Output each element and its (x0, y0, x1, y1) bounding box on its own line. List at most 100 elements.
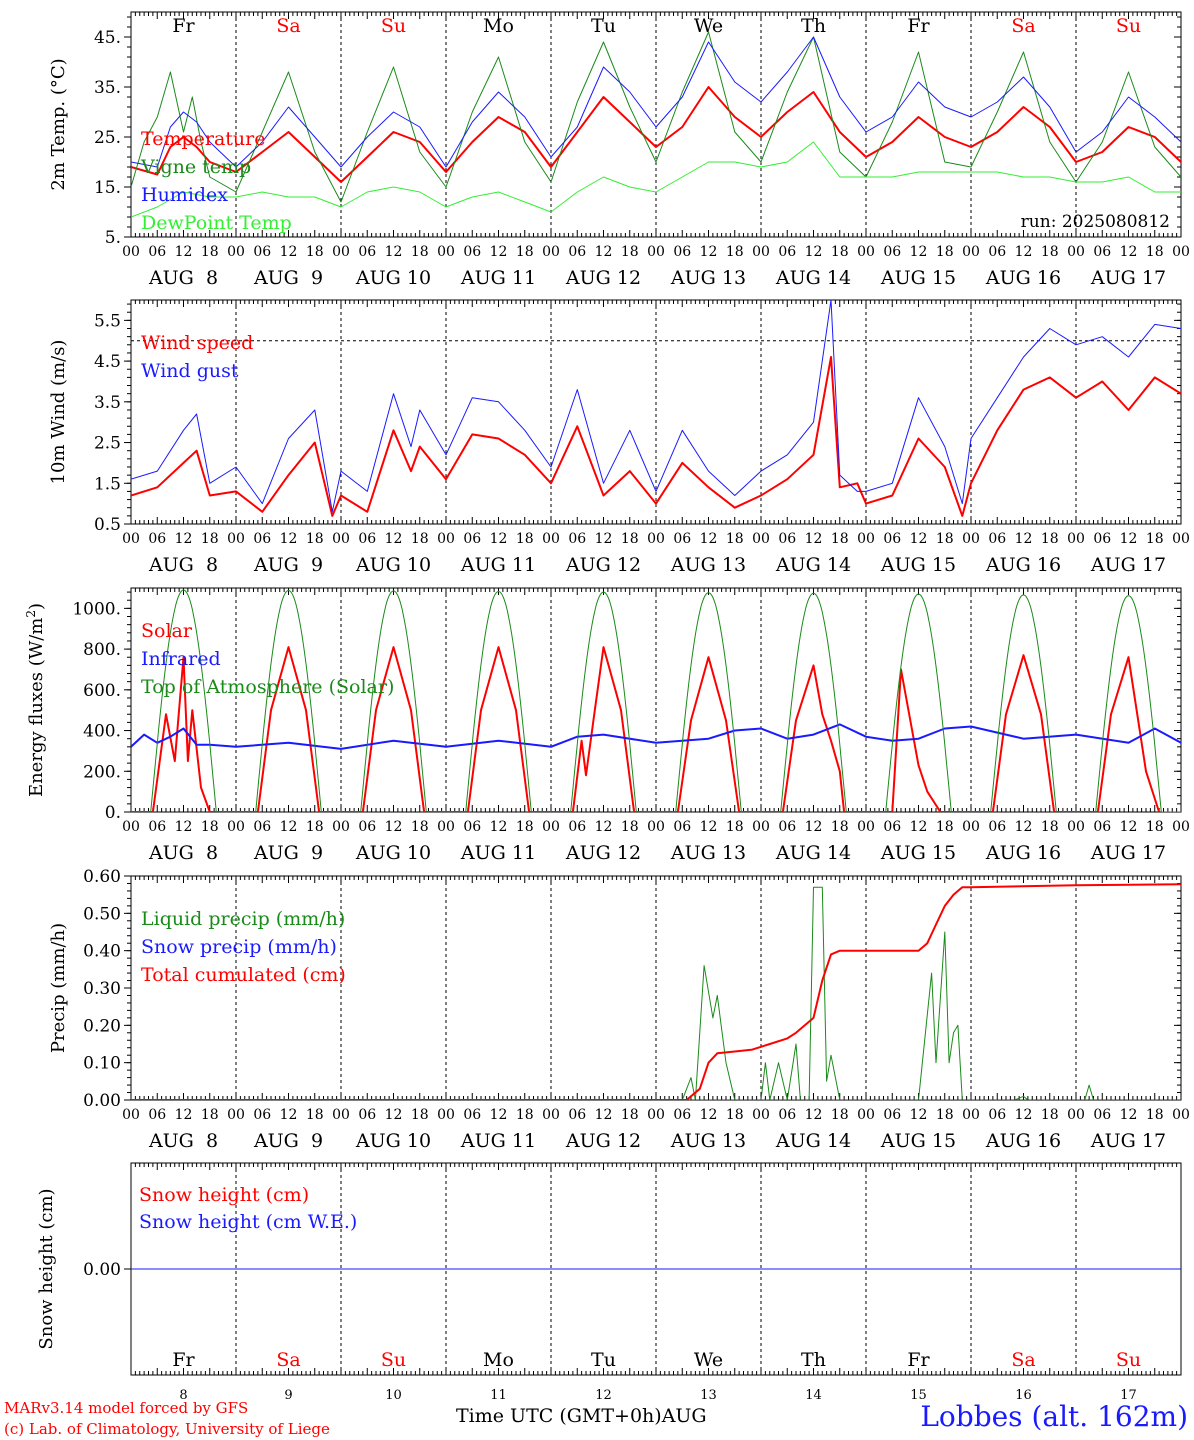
hour-tick-label: 06 (253, 244, 271, 260)
plot-frame (130, 587, 1182, 813)
series-line-temperature (131, 86, 1181, 183)
hour-tick-label: 06 (988, 1107, 1006, 1123)
y-tick-label: 2.5 (94, 434, 121, 454)
day-label: AUG 9 (253, 554, 323, 576)
y-tick-label: 0.10 (83, 1054, 121, 1074)
hour-tick-label: 00 (647, 1107, 665, 1123)
hour-tick-label: 18 (936, 1107, 954, 1123)
day-number-label: 9 (284, 1388, 292, 1403)
hour-tick-label: 18 (621, 244, 639, 260)
y-tick-label: 0.50 (83, 904, 121, 924)
hour-tick-label: 06 (988, 244, 1006, 260)
day-label: AUG 9 (253, 267, 323, 289)
hour-tick-label: 00 (122, 244, 140, 260)
y-tick-label: 0.40 (83, 942, 121, 962)
y-tick-label: 3.5 (94, 393, 121, 413)
hour-tick-label: 00 (332, 1107, 350, 1123)
location-title: Lobbes (alt. 162m) (920, 1400, 1188, 1433)
hour-tick-label: 06 (1093, 244, 1111, 260)
hour-tick-label: 18 (201, 1107, 219, 1123)
hour-tick-label: 18 (516, 244, 534, 260)
day-label: AUG 12 (565, 267, 641, 289)
legend-entry: Snow height (cm W.E.) (139, 1211, 357, 1233)
hour-tick-label: 18 (726, 244, 744, 260)
day-label: AUG 11 (460, 554, 536, 576)
hour-tick-label: 18 (831, 819, 849, 835)
hour-tick-label: 06 (988, 819, 1006, 835)
y-tick-label: 0.30 (83, 979, 121, 999)
weekday-label: Sa (1011, 15, 1035, 37)
hour-tick-label: 12 (1015, 531, 1033, 547)
y-tick-label: 800. (83, 640, 121, 660)
hour-tick-label: 06 (673, 1107, 691, 1123)
day-label: AUG 17 (1090, 842, 1166, 864)
day-label: AUG 10 (355, 842, 431, 864)
hour-tick-label: 00 (1067, 819, 1085, 835)
day-label: AUG 11 (460, 842, 536, 864)
chart-panel-5: 0.00 Snow height (cm) Fr Sa Su Mo Tu We Th Fr Sa Su… (36, 1162, 1182, 1403)
hour-tick-label: 06 (778, 1107, 796, 1123)
day-label: AUG 10 (355, 267, 431, 289)
hour-tick-label: 18 (831, 1107, 849, 1123)
weekday-label: Mo (483, 15, 514, 37)
hour-tick-label: 18 (726, 1107, 744, 1123)
hour-tick-label: 18 (1146, 531, 1164, 547)
day-label: AUG 8 (148, 267, 218, 289)
day-number-label: 11 (490, 1388, 507, 1403)
hour-tick-label: 06 (148, 1107, 166, 1123)
legend-entry: Total cumulated (cm) (141, 964, 346, 986)
y-tick-label: 0.60 (83, 867, 121, 887)
hour-tick-label: 06 (568, 1107, 586, 1123)
day-number-label: 15 (910, 1388, 927, 1403)
hour-tick-label: 18 (201, 819, 219, 835)
hour-tick-label: 12 (280, 531, 298, 547)
hour-tick-label: 00 (857, 531, 875, 547)
weekday-label: Fr (907, 1349, 930, 1371)
hour-tick-label: 18 (516, 819, 534, 835)
hour-tick-label: 00 (647, 531, 665, 547)
hour-tick-label: 00 (1067, 531, 1085, 547)
hour-tick-label: 06 (673, 819, 691, 835)
legend-entry: Wind gust (141, 360, 239, 382)
y-tick-label: 4.5 (94, 352, 121, 372)
day-label: AUG 9 (253, 1130, 323, 1152)
hour-tick-label: 18 (621, 1107, 639, 1123)
hour-tick-label: 12 (1015, 1107, 1033, 1123)
hour-tick-label: 12 (910, 244, 928, 260)
weekday-label: Tu (591, 1349, 616, 1371)
day-label: AUG 15 (880, 842, 956, 864)
hour-tick-label: 18 (306, 819, 324, 835)
hour-tick-label: 12 (700, 244, 718, 260)
hour-tick-label: 12 (1120, 244, 1138, 260)
hour-tick-label: 18 (411, 244, 429, 260)
y-axis-label: 2m Temp. (°C) (48, 58, 69, 190)
weekday-label: We (694, 1349, 723, 1371)
hour-tick-label: 12 (595, 819, 613, 835)
run-label: run: 2025080812 (1021, 212, 1170, 232)
hour-tick-label: 06 (1093, 819, 1111, 835)
weekday-label: Mo (483, 1349, 514, 1371)
day-number-label: 12 (595, 1388, 612, 1403)
hour-tick-label: 00 (1172, 819, 1190, 835)
y-tick-label: 5.5 (94, 311, 121, 331)
hour-tick-label: 06 (673, 244, 691, 260)
series-line-liquid-precip-mm-h- (131, 886, 1181, 1100)
hour-tick-label: 00 (752, 244, 770, 260)
y-tick-label: 0.00 (83, 1091, 121, 1111)
day-label: AUG 15 (880, 554, 956, 576)
hour-tick-label: 12 (280, 244, 298, 260)
series-line-humidex (131, 36, 1181, 168)
weekday-label: Su (1116, 15, 1141, 37)
hour-tick-label: 12 (385, 531, 403, 547)
hour-tick-label: 12 (490, 531, 508, 547)
day-label: AUG 10 (355, 554, 431, 576)
hour-tick-label: 12 (490, 244, 508, 260)
legend-entry: Solar (141, 620, 193, 642)
time-axis-label: Time UTC (GMT+0h)AUG (456, 1405, 707, 1427)
day-label: AUG 10 (355, 1130, 431, 1152)
hour-tick-label: 00 (962, 531, 980, 547)
day-label: AUG 17 (1090, 267, 1166, 289)
y-axis-label: 10m Wind (m/s) (48, 340, 69, 485)
hour-tick-label: 00 (542, 531, 560, 547)
